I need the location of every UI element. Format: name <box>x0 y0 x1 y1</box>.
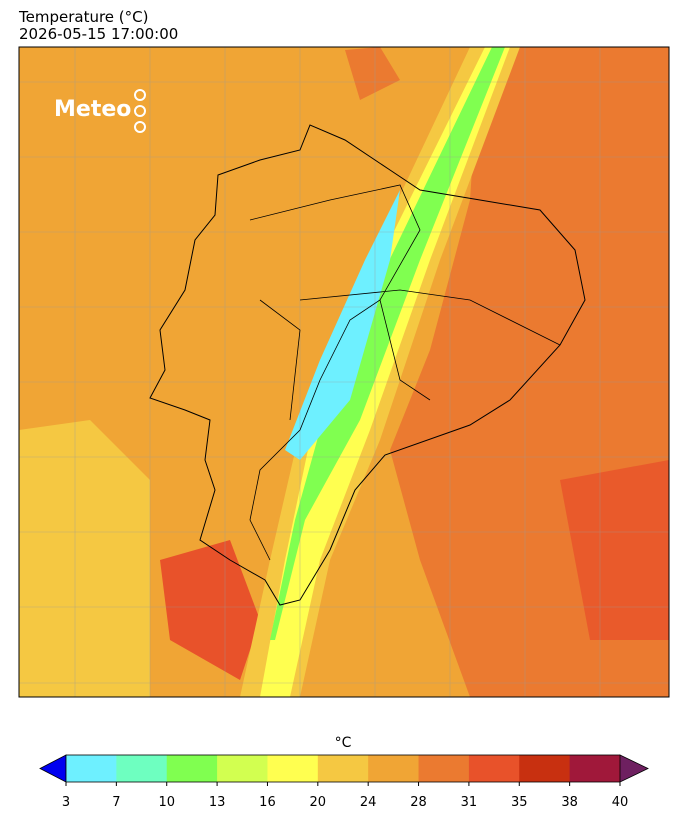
logo-text: Meteo <box>54 97 131 122</box>
colorbar-tick-label: 13 <box>209 795 226 810</box>
colorbar-segment <box>368 755 420 782</box>
colorbar-segment <box>166 755 218 782</box>
map-title: Temperature (°C) <box>18 8 148 26</box>
colorbar-segment <box>267 755 319 782</box>
colorbar-tick-label: 16 <box>259 795 276 810</box>
colorbar-tick-label: 40 <box>612 795 629 810</box>
colorbar-tick-label: 3 <box>62 795 70 810</box>
colorbar-segment <box>66 755 117 782</box>
colorbar-segment <box>116 755 168 782</box>
colorbar-segment <box>217 755 268 782</box>
colorbar-tick-label: 38 <box>561 795 578 810</box>
colorbar-segment <box>468 755 520 782</box>
colorbar-segment <box>569 755 621 782</box>
colorbar: 3 7 10 13 16 20 24 28 31 35 38 40 <box>39 754 649 810</box>
map-frame <box>18 46 670 698</box>
colorbar-tick-label: 35 <box>511 795 528 810</box>
colorbar-over <box>619 754 649 783</box>
colorbar-tick-label: 31 <box>461 795 478 810</box>
colorbar-outline <box>65 754 621 783</box>
colorbar-tick-label: 28 <box>410 795 427 810</box>
colorbar-under <box>39 754 67 783</box>
colorbar-label: °C <box>335 735 352 751</box>
map-datetime: 2026-05-15 17:00:00 <box>19 25 178 43</box>
map-field: Meteo <box>19 47 669 697</box>
colorbar-tick-label: 10 <box>158 795 175 810</box>
colorbar-segment <box>418 755 470 782</box>
colorbar-tick-label: 7 <box>112 795 120 810</box>
logo: Meteo <box>54 89 146 133</box>
colorbar-tick-label: 20 <box>310 795 327 810</box>
colorbar-segment <box>317 755 369 782</box>
colorbar-tick-label: 24 <box>360 795 377 810</box>
colorbar-segment <box>519 755 571 782</box>
